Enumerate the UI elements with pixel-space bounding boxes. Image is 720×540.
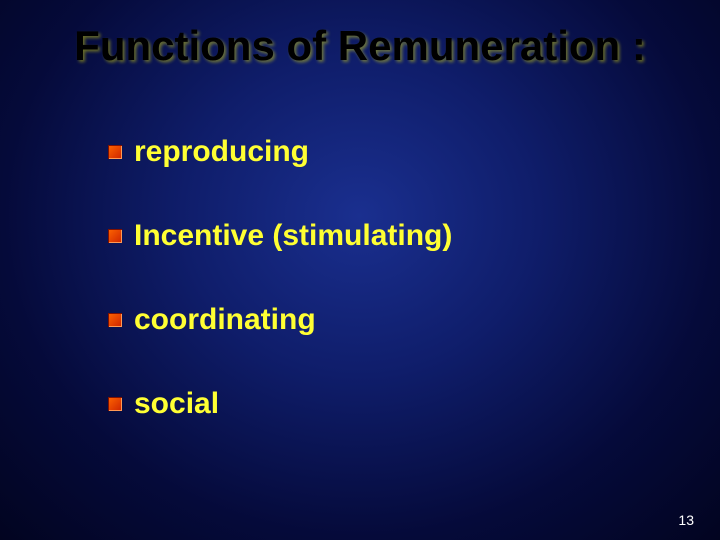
- page-number: 13: [678, 512, 694, 528]
- list-item-label: reproducing: [134, 135, 309, 169]
- square-bullet-icon: [108, 397, 122, 411]
- list-item: reproducing: [108, 135, 660, 169]
- slide-container: Functions of Remuneration : reproducing …: [0, 0, 720, 540]
- bullet-list: reproducing Incentive (stimulating) coor…: [108, 135, 660, 471]
- list-item: Incentive (stimulating): [108, 219, 660, 253]
- list-item-label: Incentive (stimulating): [134, 219, 452, 253]
- list-item-label: social: [134, 387, 219, 421]
- square-bullet-icon: [108, 229, 122, 243]
- list-item-label: coordinating: [134, 303, 316, 337]
- slide-title: Functions of Remuneration :: [0, 22, 720, 70]
- square-bullet-icon: [108, 313, 122, 327]
- square-bullet-icon: [108, 145, 122, 159]
- list-item: social: [108, 387, 660, 421]
- list-item: coordinating: [108, 303, 660, 337]
